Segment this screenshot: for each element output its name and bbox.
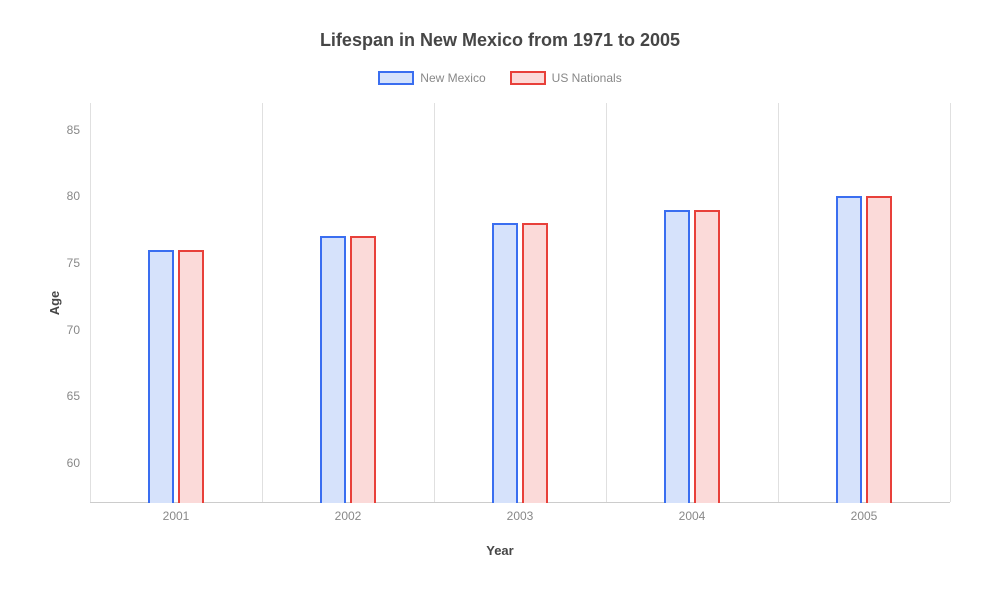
y-tick: 80 bbox=[40, 189, 80, 203]
bar bbox=[178, 250, 204, 503]
bar-group bbox=[90, 103, 262, 503]
plot-area: Age 606570758085 bbox=[90, 103, 950, 503]
bars-layer bbox=[90, 103, 950, 503]
x-tick: 2002 bbox=[335, 509, 362, 523]
legend-label: US Nationals bbox=[552, 71, 622, 85]
x-axis-label: Year bbox=[30, 543, 970, 558]
legend-swatch-new-mexico bbox=[378, 71, 414, 85]
bar bbox=[148, 250, 174, 503]
x-tick: 2001 bbox=[163, 509, 190, 523]
bar-group bbox=[778, 103, 950, 503]
legend-item-us-nationals: US Nationals bbox=[510, 71, 622, 85]
y-tick: 85 bbox=[40, 123, 80, 137]
x-tick: 2004 bbox=[679, 509, 706, 523]
y-axis: 60 65 70 75 80 85 bbox=[40, 103, 80, 503]
legend-swatch-us-nationals bbox=[510, 71, 546, 85]
x-gridline bbox=[950, 103, 951, 502]
bar bbox=[664, 210, 690, 503]
y-tick: 60 bbox=[40, 456, 80, 470]
x-axis: 2001 2002 2003 2004 2005 bbox=[90, 503, 950, 527]
x-tick: 2005 bbox=[851, 509, 878, 523]
bar bbox=[350, 236, 376, 503]
bar bbox=[694, 210, 720, 503]
y-tick: 70 bbox=[40, 323, 80, 337]
bar bbox=[836, 196, 862, 503]
bar bbox=[866, 196, 892, 503]
bar-group bbox=[434, 103, 606, 503]
chart-title: Lifespan in New Mexico from 1971 to 2005 bbox=[30, 30, 970, 51]
bar-group bbox=[606, 103, 778, 503]
y-tick: 65 bbox=[40, 389, 80, 403]
x-tick: 2003 bbox=[507, 509, 534, 523]
legend: New Mexico US Nationals bbox=[30, 71, 970, 85]
y-tick: 75 bbox=[40, 256, 80, 270]
chart-container: Lifespan in New Mexico from 1971 to 2005… bbox=[0, 0, 1000, 600]
legend-item-new-mexico: New Mexico bbox=[378, 71, 485, 85]
bar bbox=[492, 223, 518, 503]
bar-group bbox=[262, 103, 434, 503]
legend-label: New Mexico bbox=[420, 71, 485, 85]
bar bbox=[320, 236, 346, 503]
bar bbox=[522, 223, 548, 503]
